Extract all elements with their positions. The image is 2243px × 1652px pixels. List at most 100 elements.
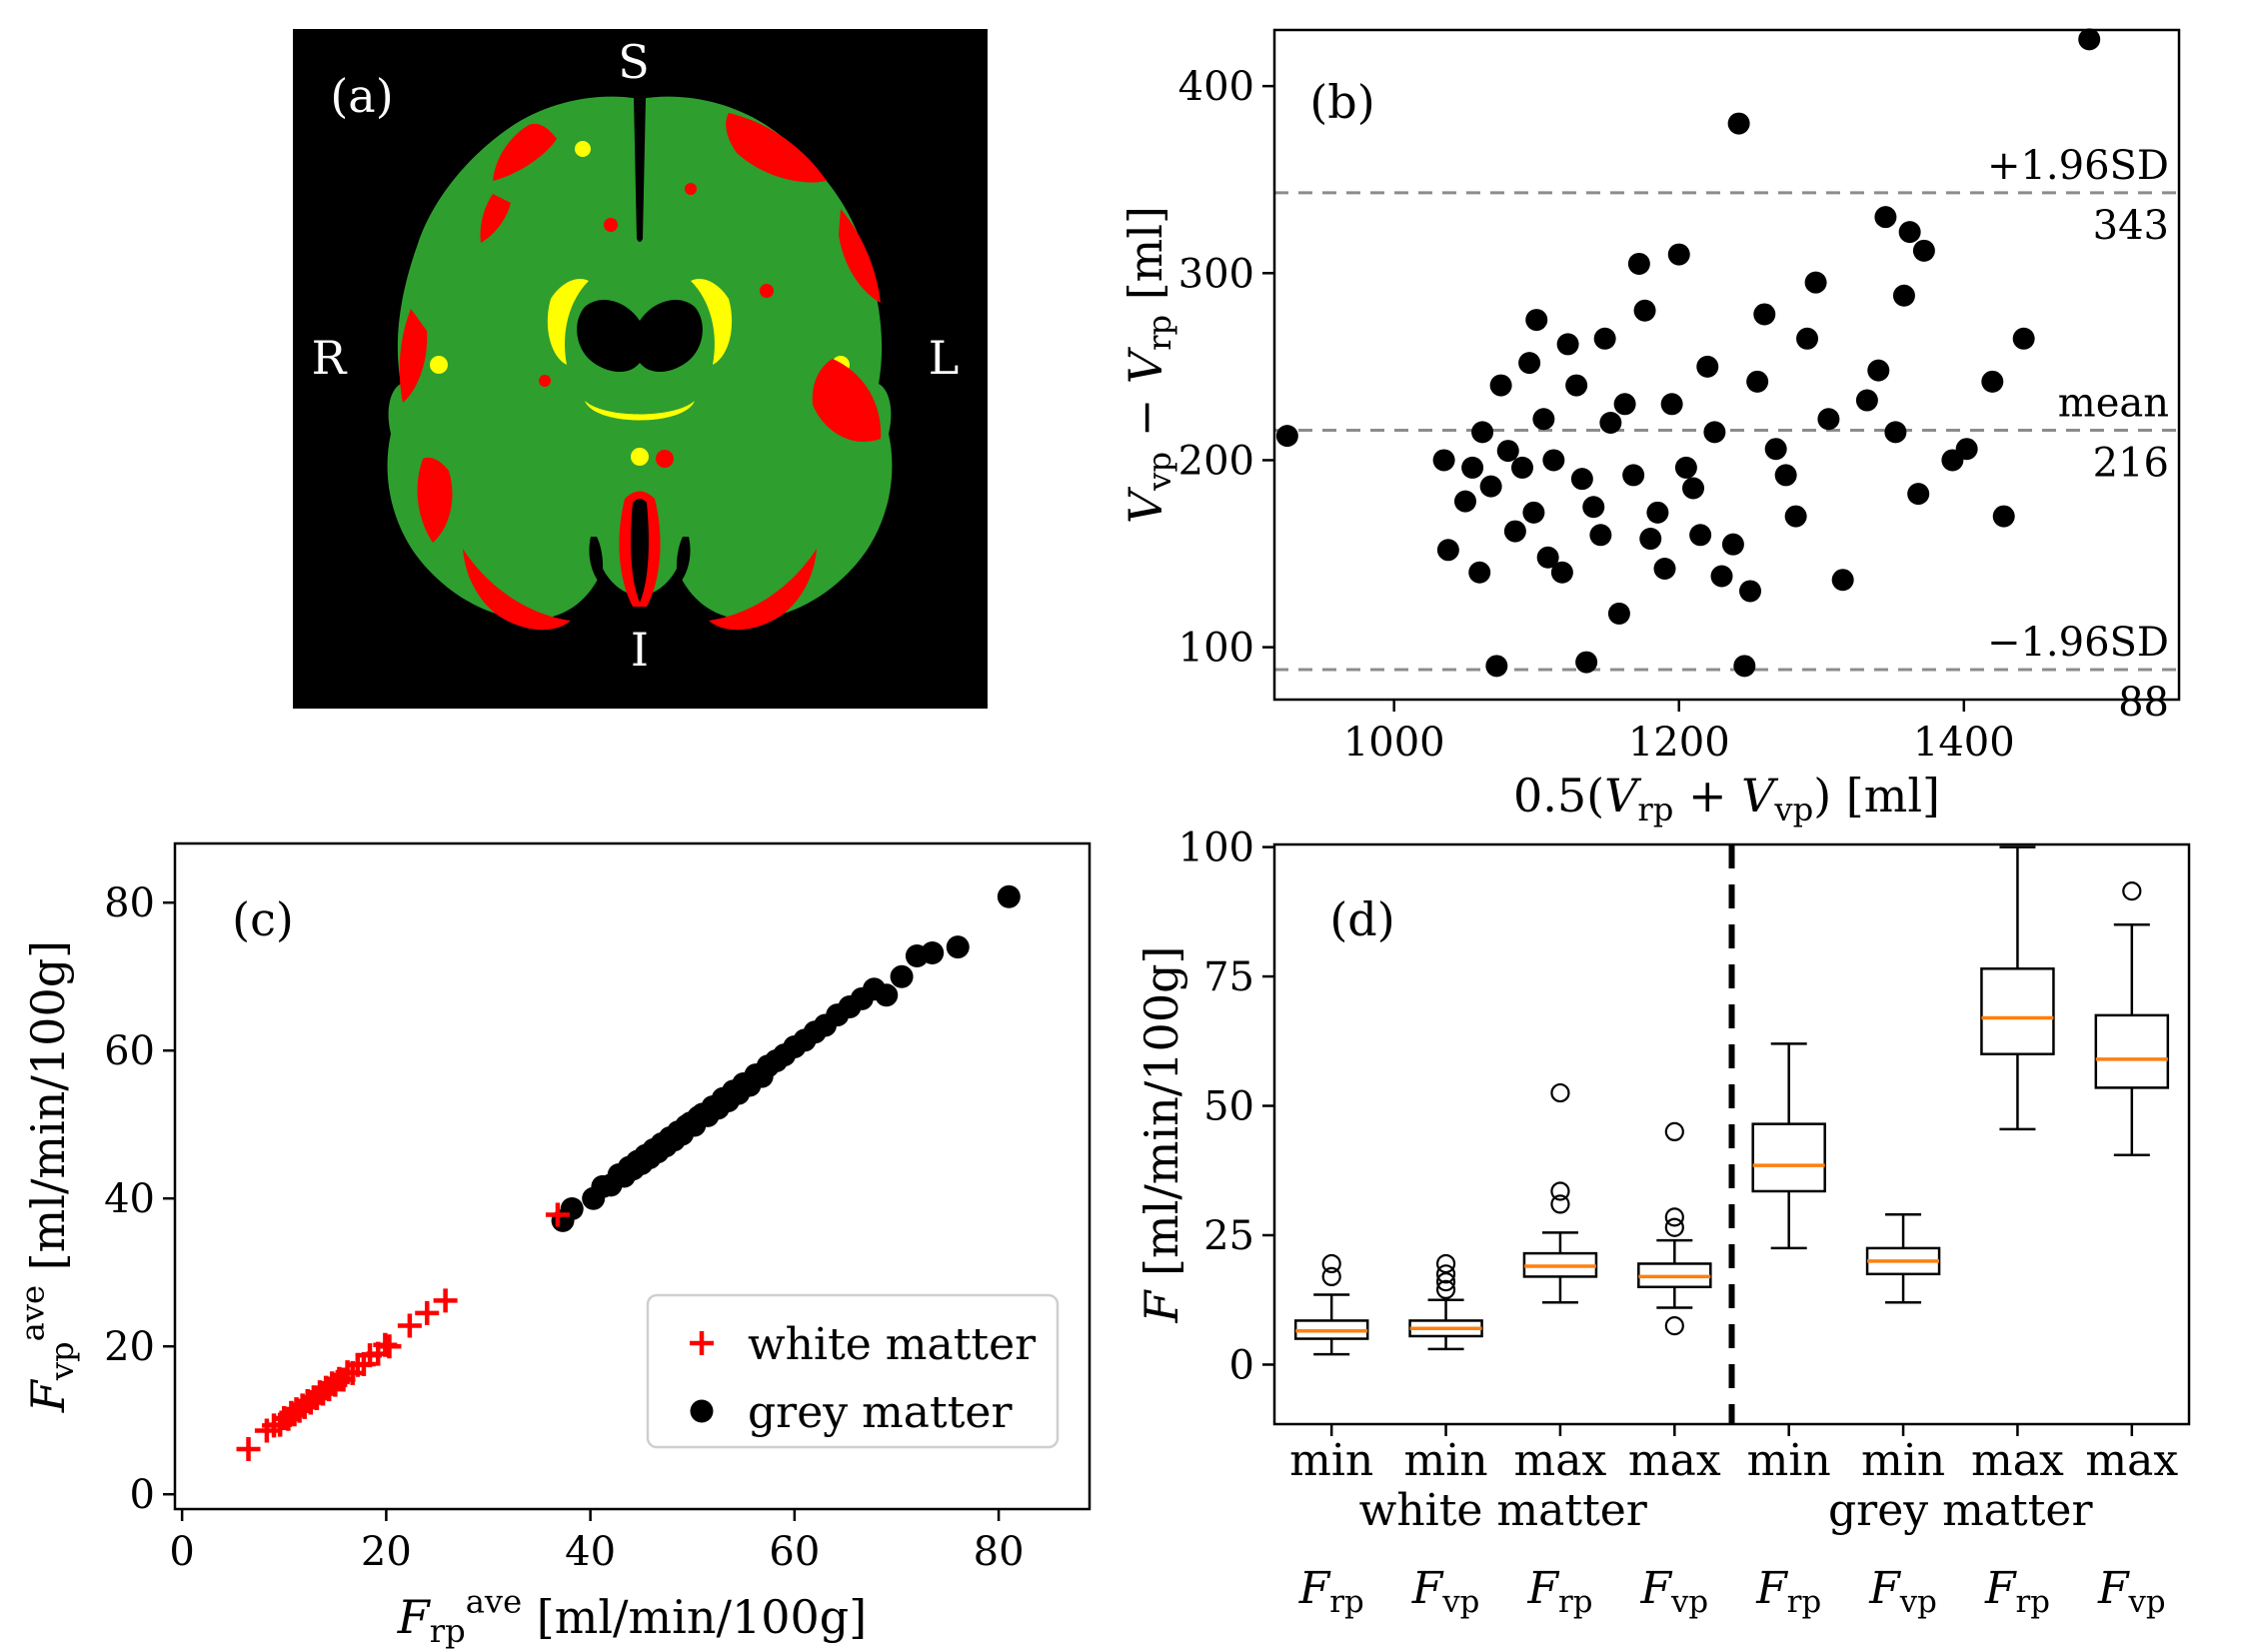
limit-line-value: 88 [2118, 680, 2169, 726]
axes-frame [173, 841, 1092, 1511]
data-point [1689, 524, 1712, 547]
data-point [875, 983, 899, 1007]
data-point [1710, 565, 1733, 588]
y-tick-label: 0 [1229, 1342, 1254, 1388]
y-tick-label: 50 [1203, 1084, 1254, 1130]
orientation-superior-label: S [618, 35, 650, 89]
data-point [1613, 393, 1636, 416]
data-point [1874, 206, 1897, 229]
outlier-point [1321, 1253, 1341, 1274]
outlier-point [1435, 1279, 1456, 1299]
limit-line-value: 343 [2093, 203, 2169, 249]
panel-d-label: (d) [1329, 892, 1394, 946]
data-point [1633, 299, 1656, 322]
data-point [1550, 561, 1573, 584]
data-point [1653, 557, 1676, 580]
legend-circle-marker [690, 1399, 714, 1423]
data-point [1607, 602, 1630, 625]
data-point [1461, 456, 1484, 479]
data-point [1542, 449, 1565, 472]
bland-altman-plot: +1.96SD 343 mean 216 −1.96SD 88 1000 1200 1400 10… [1119, 28, 2181, 828]
x-tick-label: 60 [769, 1529, 820, 1575]
data-point [1622, 464, 1645, 487]
data-point [1733, 655, 1756, 678]
flow-boxplot: min Frp min Fvp max Frp max Fvp min Frp min Fvp max F… [1134, 826, 2191, 1620]
data-point [1682, 477, 1705, 500]
data-point [1556, 333, 1579, 356]
data-point [1855, 389, 1878, 412]
legend-label-white-matter: white matter [748, 1319, 1037, 1370]
data-point [1784, 505, 1807, 528]
flow-tick-label: Frp [1526, 1563, 1592, 1620]
data-point [415, 1300, 440, 1325]
data-point [1696, 355, 1719, 378]
data-point [1639, 528, 1662, 551]
y-tick-label: 75 [1203, 954, 1254, 1000]
data-point [1739, 580, 1762, 603]
limit-line-label: +1.96SD [1987, 143, 2169, 189]
stat-tick-label: max [2085, 1435, 2178, 1486]
data-point [1764, 438, 1787, 461]
box-white-matter-min-Fvp [1408, 1253, 1483, 1351]
group-label-grey-matter: grey matter [1828, 1485, 2093, 1536]
data-point [1565, 374, 1588, 397]
data-point [1892, 284, 1915, 307]
data-point [1753, 303, 1776, 326]
outlier-point [1435, 1264, 1456, 1284]
data-point [1804, 271, 1827, 294]
data-point [1522, 501, 1545, 524]
y-tick-label: 100 [1178, 626, 1254, 672]
box-grey-matter-min-Fvp [1865, 1213, 1941, 1304]
y-axis-label: Fvpave [ml/min/100g] [13, 940, 81, 1413]
panel-b-label: (b) [1309, 75, 1374, 129]
x-tick-label: 1400 [1913, 720, 2015, 766]
lateral-ventricles [577, 299, 703, 373]
data-point [1479, 475, 1502, 498]
data-point [1867, 359, 1890, 382]
orientation-left-label: L [929, 331, 960, 385]
data-point [1721, 533, 1744, 556]
legend-box [646, 1293, 1060, 1449]
data-point [1907, 483, 1930, 506]
x-axis-label: 0.5(Vrp + Vvp) [ml] [1513, 769, 1940, 828]
scatter-points [1275, 28, 2101, 678]
series-white-matter [236, 1202, 570, 1462]
x-tick-label: 1000 [1343, 720, 1445, 766]
x-tick-label: 1200 [1628, 720, 1730, 766]
csf-regions [399, 113, 882, 631]
x-tick-label: 0 [169, 1529, 194, 1575]
y-tick-label: 60 [104, 1028, 155, 1074]
legend-label-grey-matter: grey matter [748, 1387, 1013, 1438]
data-point [1275, 425, 1298, 448]
data-point [921, 941, 945, 965]
data-point [1468, 561, 1491, 584]
panel-c-label: (c) [232, 892, 294, 946]
data-point [1489, 374, 1512, 397]
data-point [2012, 327, 2035, 350]
box-white-matter-max-Fvp [1637, 1121, 1712, 1336]
outlier-point [1550, 1181, 1570, 1201]
data-point [1589, 524, 1612, 547]
outlier-point [1321, 1266, 1341, 1287]
data-point [545, 1202, 570, 1227]
data-point [1525, 309, 1548, 332]
y-tick-label: 25 [1203, 1213, 1254, 1259]
data-point [1703, 421, 1726, 444]
flow-tick-label: Frp [1984, 1563, 2050, 1620]
flow-tick-label: Fvp [1639, 1563, 1708, 1620]
outlier-point [1664, 1217, 1684, 1237]
data-point [946, 935, 970, 959]
data-point [1518, 352, 1541, 375]
data-point [1536, 546, 1559, 569]
x-tick-label: 40 [565, 1529, 616, 1575]
data-point [397, 1313, 422, 1338]
y-tick-label: 0 [130, 1472, 155, 1518]
data-point [1496, 440, 1519, 463]
stat-tick-label: max [1514, 1435, 1607, 1486]
x-tick-label: 20 [361, 1529, 412, 1575]
box-white-matter-min-Frp [1293, 1253, 1369, 1356]
data-point [1674, 456, 1697, 479]
limit-lines: +1.96SD 343 mean 216 −1.96SD 88 [1274, 143, 2179, 726]
outlier-point [1664, 1121, 1684, 1142]
